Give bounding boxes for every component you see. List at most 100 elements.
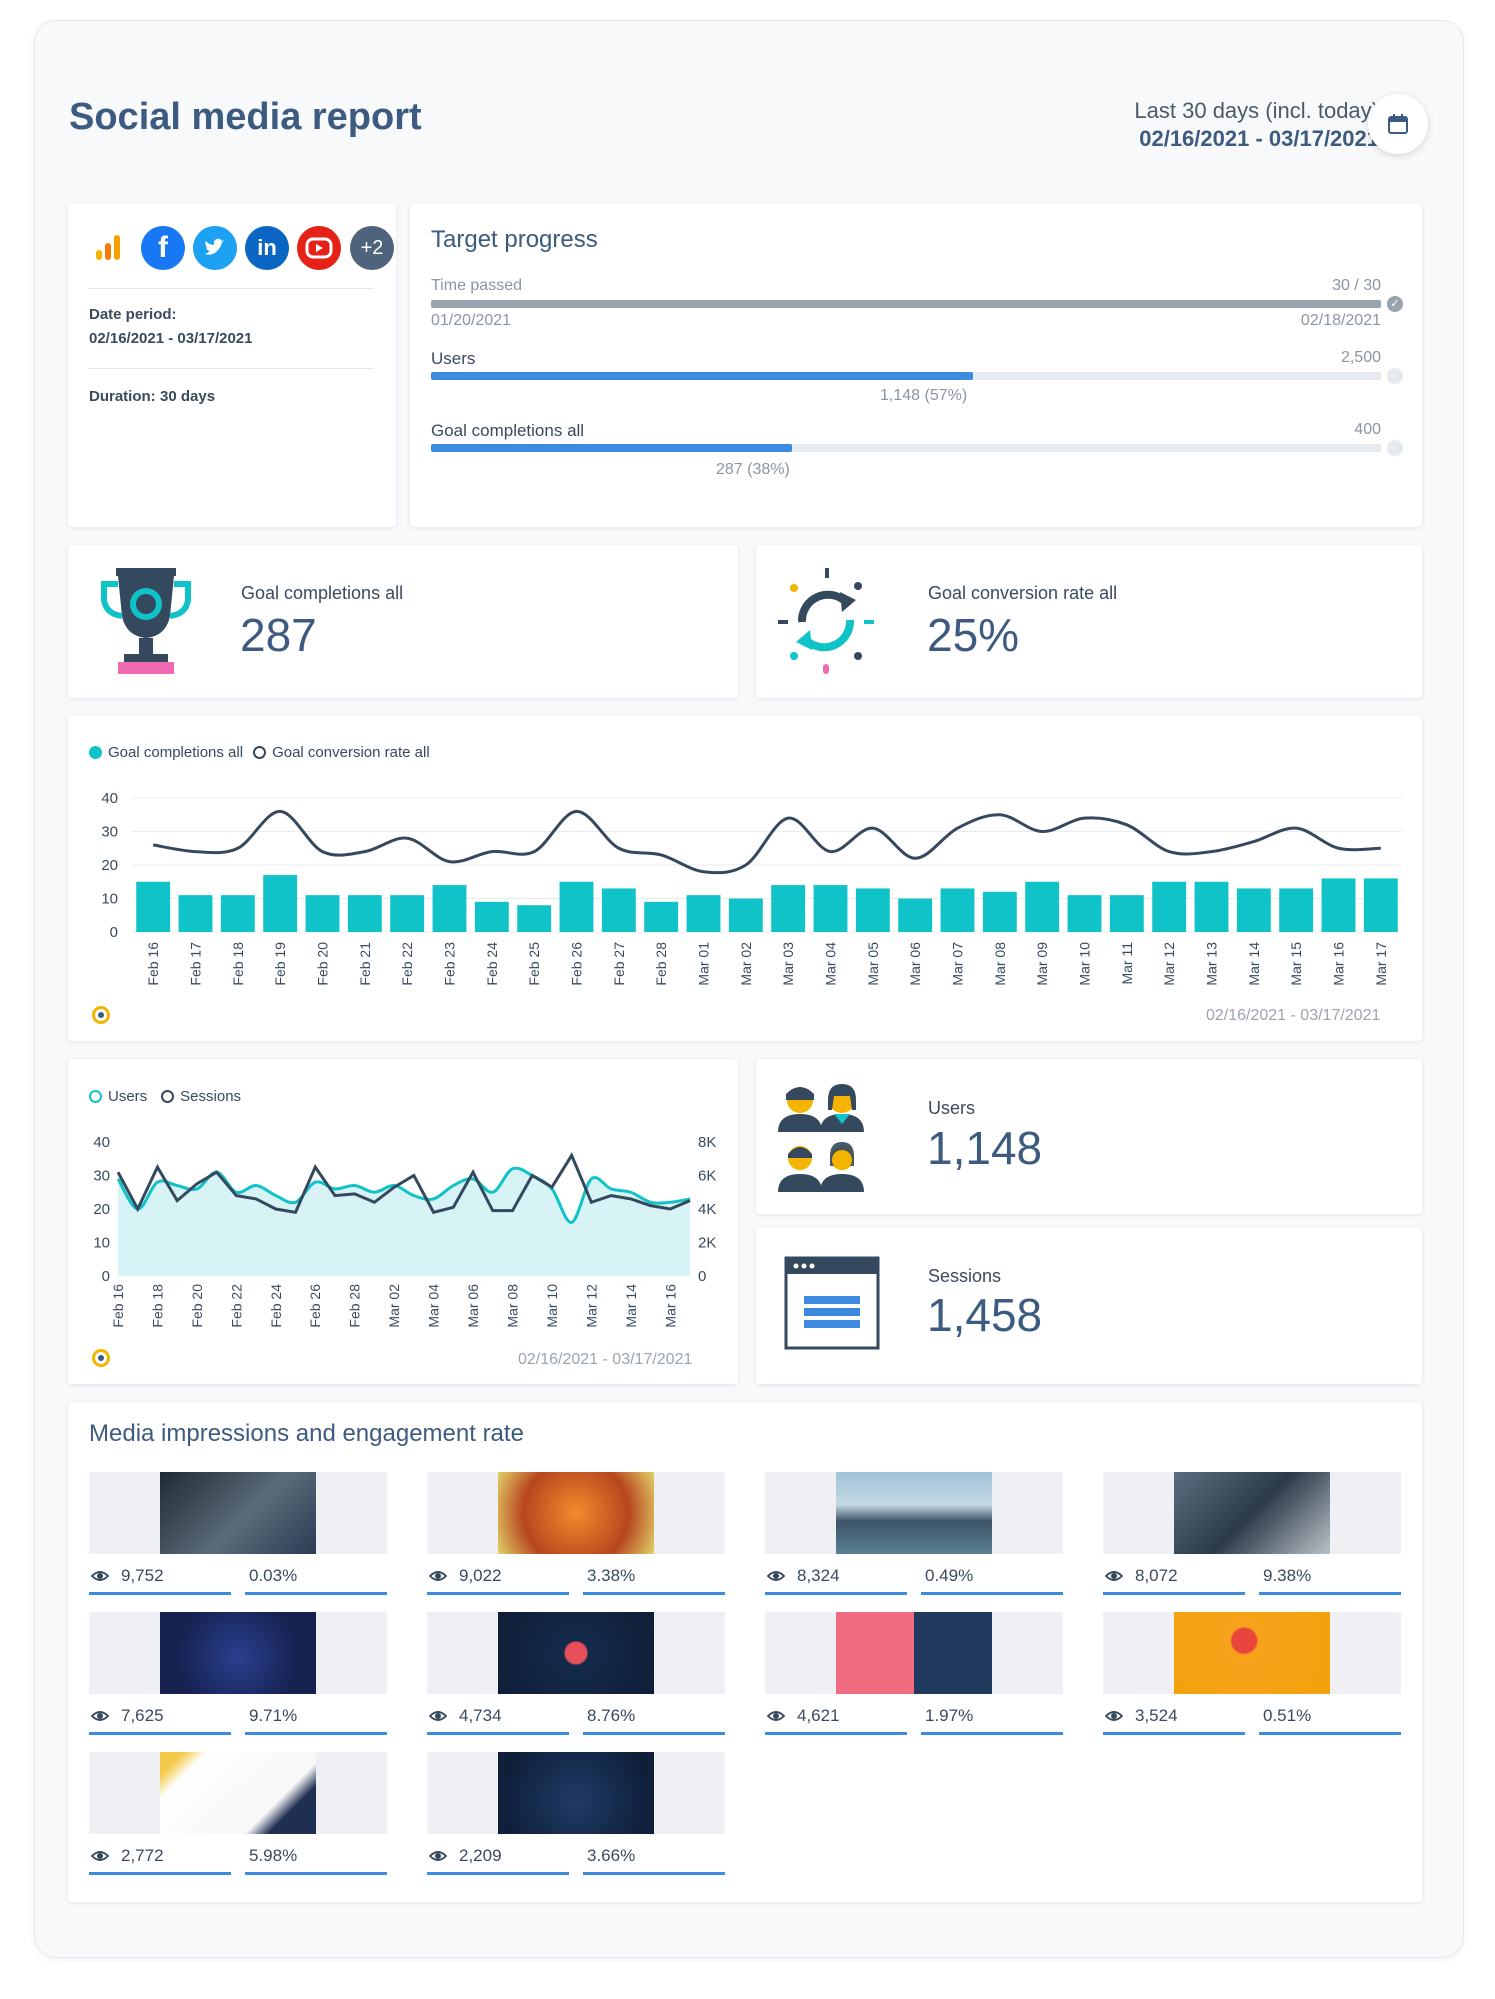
media-impressions: 2,209 bbox=[459, 1846, 502, 1865]
eye-icon bbox=[1105, 1711, 1123, 1721]
media-rate-underline bbox=[921, 1592, 1063, 1595]
goal-completions-card bbox=[68, 545, 738, 698]
x-tick-label: Mar 13 bbox=[1204, 942, 1220, 986]
y-tick-label-right: 2K bbox=[698, 1235, 716, 1252]
calendar-button[interactable] bbox=[1368, 94, 1428, 154]
y-tick-label-right: 4K bbox=[698, 1201, 716, 1218]
page-title: Social media report bbox=[69, 96, 422, 138]
x-tick-label: Feb 18 bbox=[230, 942, 246, 986]
x-tick-label: Mar 09 bbox=[1034, 942, 1050, 986]
media-engagement-rate: 9.71% bbox=[249, 1706, 298, 1725]
city-photo bbox=[836, 1472, 992, 1554]
x-tick-label: Mar 04 bbox=[823, 942, 839, 986]
x-tick-label: Mar 10 bbox=[1077, 942, 1093, 986]
x-tick-label: Feb 26 bbox=[307, 1284, 323, 1328]
series-line-sessions bbox=[116, 1152, 691, 1215]
media-engagement-rate: 8.76% bbox=[587, 1706, 636, 1725]
y-tick-label-left: 20 bbox=[93, 1201, 110, 1218]
x-tick-label: Feb 27 bbox=[611, 942, 627, 986]
goal-conversion-value: 25% bbox=[927, 609, 1020, 661]
office-photo bbox=[160, 1472, 316, 1554]
x-tick-label: Mar 11 bbox=[1119, 942, 1135, 985]
x-tick-label: Mar 03 bbox=[780, 942, 796, 986]
report-illustration bbox=[836, 1612, 992, 1694]
media-impressions: 9,752 bbox=[121, 1566, 164, 1585]
x-tick-label: Feb 20 bbox=[315, 942, 331, 986]
users-value: 1,148 bbox=[927, 1122, 1043, 1174]
media-engagement-rate: 3.66% bbox=[587, 1846, 636, 1865]
goal-conversion-label: Goal conversion rate all bbox=[928, 583, 1118, 603]
conversion-cycle-icon bbox=[778, 568, 874, 674]
time-passed-value: 30 / 30 bbox=[1332, 277, 1381, 294]
media-impressions-underline bbox=[89, 1732, 231, 1735]
users-card bbox=[756, 1059, 1422, 1214]
eye-icon bbox=[429, 1851, 447, 1861]
media-impressions: 8,072 bbox=[1135, 1566, 1178, 1585]
media-impressions: 2,772 bbox=[121, 1846, 164, 1865]
media-rate-underline bbox=[245, 1872, 387, 1875]
users-group-icon bbox=[778, 1084, 864, 1192]
lightbulb-illustration bbox=[1174, 1612, 1330, 1694]
media-impressions-underline bbox=[89, 1872, 231, 1875]
x-tick-label: Mar 17 bbox=[1373, 942, 1389, 986]
goals-track bbox=[431, 444, 1381, 452]
users-current-value: 1,148 (57%) bbox=[880, 387, 968, 404]
x-tick-label: Mar 10 bbox=[544, 1284, 560, 1328]
team-illustration bbox=[498, 1752, 654, 1834]
bar bbox=[178, 895, 213, 932]
x-tick-label: Feb 21 bbox=[357, 942, 373, 986]
users-end-dot bbox=[1387, 368, 1403, 384]
x-tick-label: Mar 04 bbox=[426, 1284, 442, 1328]
bar bbox=[855, 888, 890, 932]
sources-divider-2 bbox=[88, 368, 374, 369]
x-tick-label: Mar 02 bbox=[738, 942, 754, 986]
twitter-icon bbox=[193, 226, 237, 270]
settings-gear-icon[interactable] bbox=[92, 1006, 110, 1024]
presentation-illustration bbox=[160, 1752, 316, 1834]
media-rate-underline bbox=[583, 1592, 725, 1595]
sessions-label: Sessions bbox=[928, 1266, 1002, 1286]
media-rate-underline bbox=[921, 1732, 1063, 1735]
media-impressions-underline bbox=[765, 1592, 907, 1595]
bar bbox=[982, 891, 1017, 932]
y-tick-label: 40 bbox=[101, 790, 118, 807]
settings-gear-icon-2[interactable] bbox=[92, 1349, 110, 1367]
youtube-icon bbox=[297, 226, 341, 270]
media-engagement-rate: 0.51% bbox=[1263, 1706, 1312, 1725]
x-tick-label: Mar 15 bbox=[1288, 942, 1304, 986]
bar bbox=[474, 901, 509, 932]
goals-target-value: 400 bbox=[1354, 421, 1381, 438]
x-tick-label: Mar 16 bbox=[1331, 942, 1347, 986]
bar bbox=[347, 895, 382, 932]
y-tick-label-right: 0 bbox=[698, 1268, 706, 1285]
trophy-icon bbox=[101, 568, 191, 674]
media-engagement-rate: 9.38% bbox=[1263, 1566, 1312, 1585]
media-section-title: Media impressions and engagement rate bbox=[89, 1420, 524, 1447]
x-tick-label: Mar 01 bbox=[696, 942, 712, 986]
eye-icon bbox=[767, 1571, 785, 1581]
time-end-date: 02/18/2021 bbox=[1300, 312, 1381, 329]
y-tick-label-left: 30 bbox=[93, 1168, 110, 1185]
x-tick-label: Feb 22 bbox=[399, 942, 415, 986]
combo-chart-legend: Goal completions all Goal conversion rat… bbox=[89, 744, 430, 761]
google-analytics-icon bbox=[86, 226, 130, 270]
goals-end-dot bbox=[1387, 440, 1403, 456]
target-progress-title: Target progress bbox=[431, 226, 598, 253]
goals-target-label: Goal completions all bbox=[431, 421, 585, 440]
goal-completions-label: Goal completions all bbox=[241, 583, 404, 603]
browser-window-icon bbox=[784, 1256, 880, 1350]
x-tick-label: Mar 02 bbox=[386, 1284, 402, 1328]
media-rate-underline bbox=[583, 1872, 725, 1875]
x-tick-label: Feb 28 bbox=[653, 942, 669, 986]
x-tick-label: Feb 25 bbox=[526, 942, 542, 986]
users-sessions-legend: Users Sessions bbox=[89, 1088, 241, 1105]
bar bbox=[898, 898, 933, 932]
more-sources-badge[interactable]: +2 bbox=[350, 226, 394, 270]
eye-icon bbox=[91, 1571, 109, 1581]
combo-chart-date-range: 02/16/2021 - 03/17/2021 bbox=[1206, 1007, 1381, 1024]
users-fill bbox=[431, 372, 973, 380]
leaf-photo bbox=[498, 1472, 654, 1554]
media-impressions: 3,524 bbox=[1135, 1706, 1178, 1725]
x-tick-label: Mar 12 bbox=[1161, 942, 1177, 986]
goals-fill bbox=[431, 444, 792, 452]
